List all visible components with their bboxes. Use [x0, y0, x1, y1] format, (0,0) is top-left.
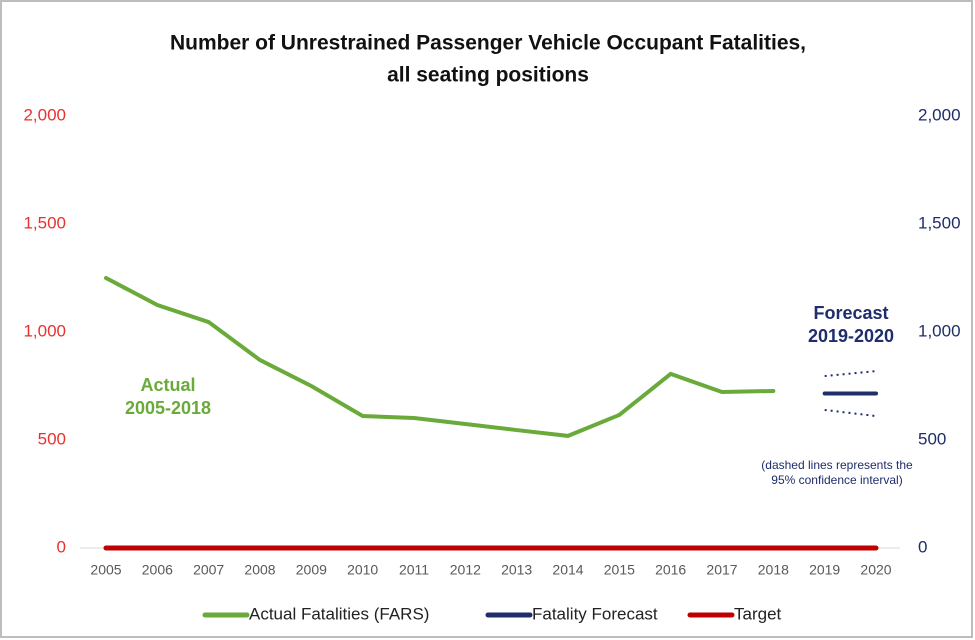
- x-tick-label: 2013: [501, 562, 532, 578]
- annotation: (dashed lines represents the: [761, 458, 913, 472]
- y-tick-label: 1,000: [23, 321, 66, 340]
- x-tick-label: 2006: [142, 562, 173, 578]
- y-tick-label: 2,000: [23, 105, 66, 124]
- y-tick-label: 500: [38, 429, 66, 448]
- x-tick-label: 2008: [244, 562, 275, 578]
- legend-label: Actual Fatalities (FARS): [249, 604, 429, 623]
- annotation: Actual: [140, 375, 195, 395]
- x-tick-label: 2012: [450, 562, 481, 578]
- x-tick-label: 2017: [706, 562, 737, 578]
- x-tick-label: 2019: [809, 562, 840, 578]
- x-tick-label: 2007: [193, 562, 224, 578]
- y2-tick-label: 1,000: [918, 321, 961, 340]
- y2-tick-label: 1,500: [918, 213, 961, 232]
- x-tick-label: 2010: [347, 562, 378, 578]
- series-line: [104, 276, 776, 438]
- legend-label: Fatality Forecast: [532, 604, 658, 623]
- x-tick-label: 2011: [399, 562, 429, 578]
- confidence-line: [824, 408, 877, 418]
- annotation: 2005-2018: [125, 398, 211, 418]
- x-tick-label: 2020: [860, 562, 891, 578]
- chart-title: Number of Unrestrained Passenger Vehicle…: [170, 32, 806, 55]
- annotation: 2019-2020: [808, 326, 894, 346]
- y2-tick-label: 2,000: [918, 105, 961, 124]
- x-tick-label: 2009: [296, 562, 327, 578]
- y2-tick-label: 500: [918, 429, 946, 448]
- x-tick-label: 2005: [90, 562, 121, 578]
- x-tick-label: 2014: [552, 562, 583, 578]
- x-tick-label: 2015: [604, 562, 635, 578]
- legend-label: Target: [734, 604, 782, 623]
- y2-tick-label: 0: [918, 537, 927, 556]
- x-tick-label: 2016: [655, 562, 686, 578]
- y-tick-label: 0: [57, 537, 66, 556]
- annotation: Forecast: [813, 303, 888, 323]
- x-tick-label: 2018: [758, 562, 789, 578]
- chart-title: all seating positions: [387, 64, 589, 87]
- confidence-line: [824, 370, 877, 378]
- y-tick-label: 1,500: [23, 213, 66, 232]
- annotation: 95% confidence interval): [771, 473, 902, 487]
